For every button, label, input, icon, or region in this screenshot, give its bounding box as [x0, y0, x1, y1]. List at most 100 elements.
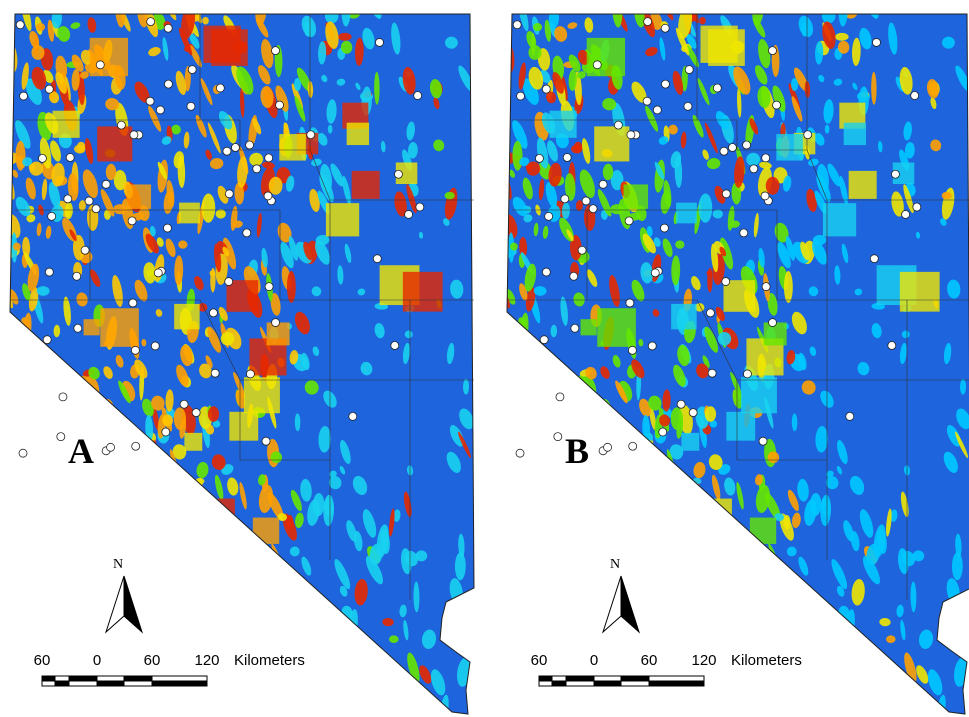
patch — [55, 456, 69, 476]
patch — [193, 575, 207, 597]
site-marker — [740, 229, 748, 237]
site-marker — [253, 165, 261, 173]
patch — [501, 478, 515, 491]
patch — [88, 506, 97, 517]
patch — [42, 402, 55, 412]
scale-seg — [124, 676, 152, 681]
patch — [517, 659, 526, 675]
block-patch — [539, 458, 561, 480]
patch — [51, 385, 58, 393]
patch — [585, 506, 594, 517]
patch — [585, 394, 593, 409]
patch — [520, 419, 526, 429]
patch — [140, 538, 167, 573]
site-marker — [743, 141, 751, 149]
patch — [162, 484, 169, 507]
patch — [549, 389, 564, 412]
scale-unit: Kilometers — [731, 652, 802, 669]
block-patch — [100, 308, 139, 347]
site-marker — [913, 203, 921, 211]
patch — [327, 623, 338, 639]
patch — [672, 502, 693, 527]
scale-label: 120 — [194, 652, 219, 669]
site-marker — [846, 412, 854, 420]
patch — [522, 374, 541, 405]
site-marker — [131, 346, 139, 354]
site-marker — [162, 428, 170, 436]
patch — [689, 492, 698, 514]
patch — [600, 532, 619, 558]
patch — [641, 470, 657, 491]
site-marker — [225, 190, 233, 198]
patch — [446, 610, 464, 632]
patch — [631, 503, 641, 514]
patch — [659, 589, 670, 598]
patch — [11, 329, 19, 346]
site-marker — [209, 309, 217, 317]
scale-seg — [649, 681, 704, 686]
site-marker — [545, 212, 553, 220]
site-marker — [629, 442, 637, 450]
patch — [573, 563, 584, 575]
site-marker — [713, 84, 721, 92]
patch — [558, 592, 567, 615]
north-label: N — [113, 557, 123, 572]
patch — [538, 383, 551, 395]
patch — [798, 581, 811, 612]
site-marker — [164, 24, 172, 32]
site-marker — [684, 102, 692, 110]
patch — [12, 329, 25, 354]
patch — [943, 610, 961, 632]
site-marker — [872, 38, 880, 46]
block-patch — [84, 319, 100, 335]
site-marker — [188, 66, 196, 74]
block-patch — [244, 377, 280, 413]
block-patch — [710, 499, 732, 521]
scale-seg — [69, 676, 97, 681]
patch — [187, 539, 204, 573]
patch — [194, 582, 201, 605]
patch — [543, 392, 551, 422]
site-marker — [762, 154, 770, 162]
patch — [62, 581, 69, 593]
patch — [86, 529, 99, 547]
patch — [671, 517, 679, 539]
patch — [548, 362, 556, 389]
scale-label: 60 — [34, 652, 51, 669]
patch — [497, 405, 517, 440]
patch — [299, 669, 308, 680]
patch — [502, 131, 510, 163]
block-patch — [229, 412, 258, 441]
site-marker — [644, 18, 652, 26]
patch — [7, 509, 17, 523]
scale-seg — [97, 676, 124, 681]
patch — [140, 697, 151, 717]
patch — [536, 624, 546, 636]
patch — [12, 591, 23, 608]
patch — [50, 448, 63, 458]
map-panel: AN60060120Kilometers — [0, 0, 482, 717]
patch — [522, 681, 530, 710]
site-marker — [516, 449, 524, 457]
scale-seg — [552, 681, 566, 686]
figure: AN60060120KilometersBN60060120Kilometers — [0, 0, 969, 717]
patch — [192, 492, 201, 514]
patch — [88, 419, 98, 429]
site-marker — [660, 224, 668, 232]
patch — [19, 411, 37, 434]
site-marker — [554, 433, 562, 441]
patch — [52, 694, 69, 717]
site-marker — [589, 205, 597, 213]
site-marker — [722, 190, 730, 198]
site-marker — [59, 393, 67, 401]
block-patch — [403, 272, 443, 312]
site-marker — [540, 336, 548, 344]
patch — [512, 593, 531, 619]
north-arrow — [621, 576, 639, 632]
site-marker — [911, 92, 919, 100]
patch — [255, 557, 275, 590]
site-marker — [117, 121, 125, 129]
patch — [497, 23, 508, 43]
patch — [666, 507, 674, 528]
site-marker — [414, 92, 422, 100]
